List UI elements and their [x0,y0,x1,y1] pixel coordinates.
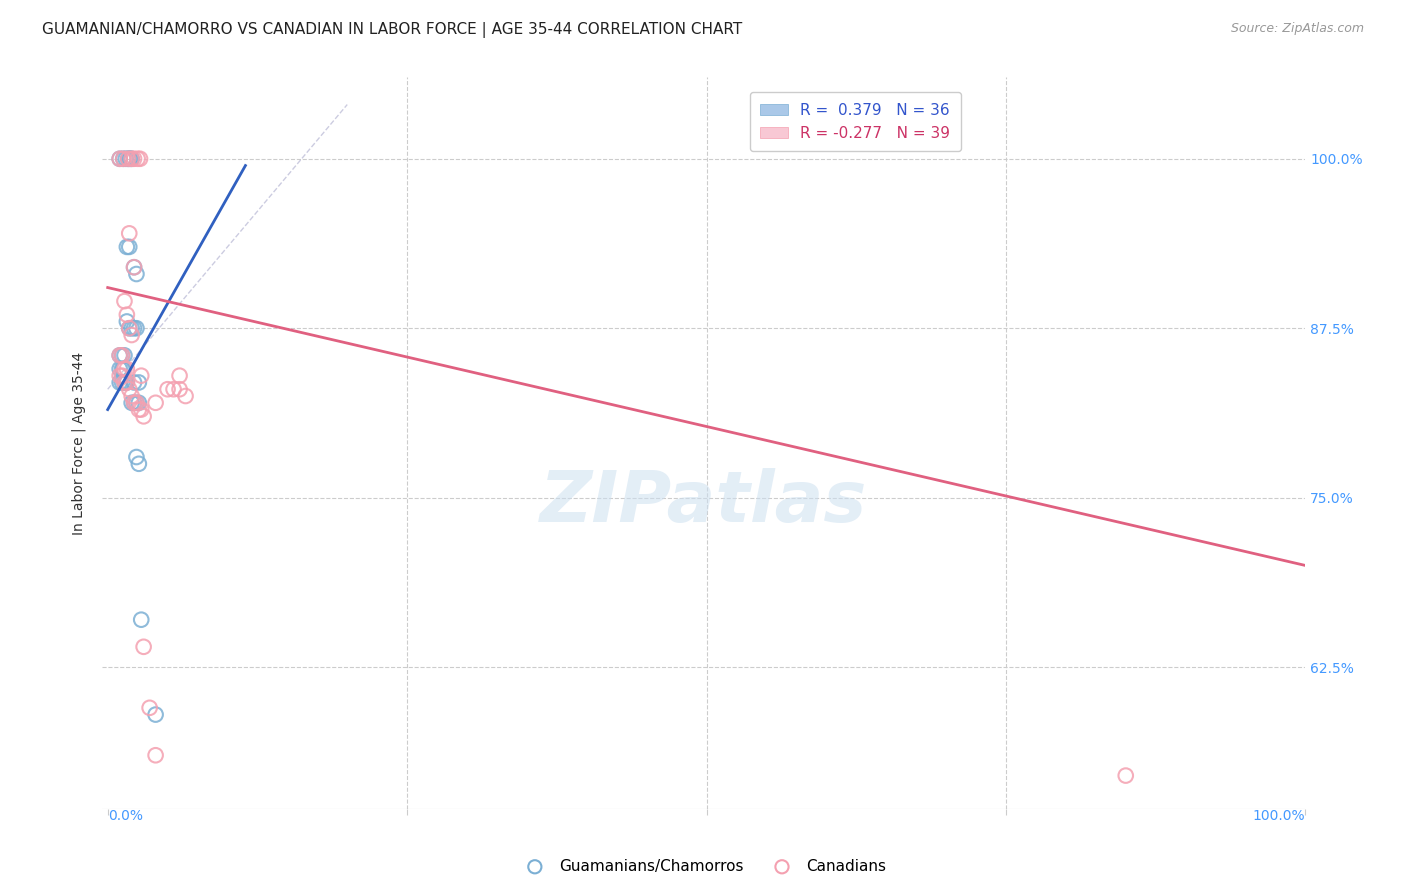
Point [121,152,143,166]
Point [108,152,131,166]
Point [118,321,141,335]
Point [111,362,134,376]
Point [121,321,143,335]
Point [1115,768,1137,782]
Point [132,640,155,654]
Point [108,348,131,362]
Text: GUAMANIAN/CHAMORRO VS CANADIAN IN LABOR FORCE | AGE 35-44 CORRELATION CHART: GUAMANIAN/CHAMORRO VS CANADIAN IN LABOR … [42,22,742,38]
Point [128,402,150,417]
Point [118,382,141,396]
Point [114,294,136,309]
Point [111,348,134,362]
Point [112,152,135,166]
Point [127,152,149,166]
Point [162,382,184,396]
Point [125,321,148,335]
Point [115,240,138,254]
Point [122,396,145,410]
Point [125,396,148,410]
Point [122,321,145,335]
Point [114,348,136,362]
Point [129,613,152,627]
Point [122,260,145,275]
Point [111,368,134,383]
Point [122,376,145,390]
Point [129,402,152,417]
Legend: Guamanians/Chamorros, Canadians: Guamanians/Chamorros, Canadians [513,853,893,880]
Point [108,152,131,166]
Point [121,396,143,410]
Point [111,348,134,362]
Point [145,748,167,763]
Point [115,314,138,328]
Point [108,362,131,376]
Point [122,152,145,166]
Point [138,701,160,715]
Point [145,396,167,410]
Point [122,260,145,275]
Point [128,376,150,390]
Point [169,368,191,383]
Legend: R =  0.379   N = 36, R = -0.277   N = 39: R = 0.379 N = 36, R = -0.277 N = 39 [749,93,960,152]
Point [118,227,141,241]
Point [125,267,148,281]
Point [108,368,131,383]
Point [108,376,131,390]
Text: 100.0%: 100.0% [1253,809,1305,823]
Point [169,382,191,396]
Point [111,376,134,390]
Text: ZIPatlas: ZIPatlas [540,467,868,536]
Point [108,348,131,362]
Point [125,396,148,410]
Point [112,152,135,166]
Point [122,396,145,410]
Point [114,362,136,376]
Point [115,376,138,390]
Point [121,152,143,166]
Point [125,450,148,464]
Point [174,389,197,403]
Point [117,152,139,166]
Point [128,457,150,471]
Point [145,707,167,722]
Point [114,152,136,166]
Point [118,240,141,254]
Point [115,362,138,376]
Point [132,409,155,424]
Point [115,308,138,322]
Point [120,152,142,166]
Point [118,321,141,335]
Point [121,328,143,343]
Point [129,368,152,383]
Point [114,376,136,390]
Point [117,152,139,166]
Point [112,362,135,376]
Text: 0.0%: 0.0% [108,809,142,823]
Point [129,152,152,166]
Point [118,152,141,166]
Point [128,396,150,410]
Point [121,389,143,403]
Text: Source: ZipAtlas.com: Source: ZipAtlas.com [1230,22,1364,36]
Point [156,382,179,396]
Y-axis label: In Labor Force | Age 35-44: In Labor Force | Age 35-44 [72,352,86,535]
Point [114,376,136,390]
Point [115,376,138,390]
